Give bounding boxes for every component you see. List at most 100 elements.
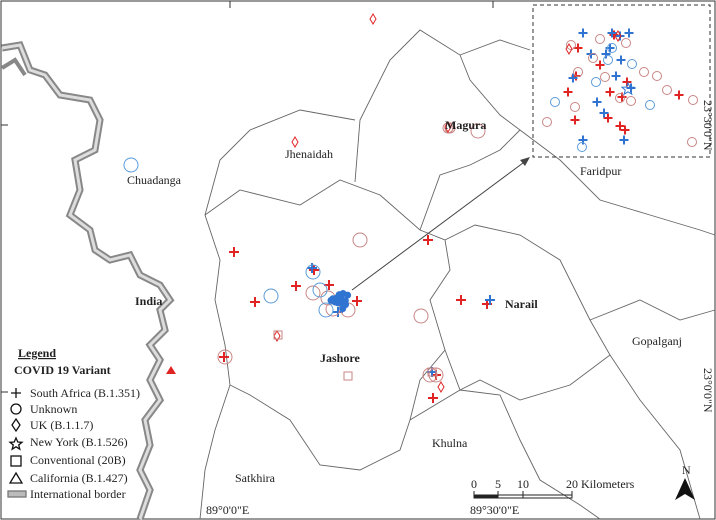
marker <box>627 59 637 69</box>
marker <box>578 28 588 38</box>
marker <box>305 264 321 280</box>
marker <box>570 102 580 112</box>
marker <box>456 295 466 305</box>
scale-label: 5 <box>495 477 501 491</box>
marker <box>639 67 649 77</box>
marker <box>123 157 139 173</box>
marker <box>615 121 625 131</box>
marker <box>250 297 260 307</box>
marker <box>652 71 662 81</box>
legend-item: International border <box>30 487 126 501</box>
marker <box>305 285 321 301</box>
scale-label: 0 <box>471 477 477 491</box>
marker <box>611 71 621 81</box>
marker <box>166 366 176 374</box>
scale-bar <box>473 491 573 499</box>
marker <box>318 302 334 318</box>
marker <box>616 55 626 65</box>
marker <box>568 73 578 83</box>
legend-item: South Africa (B.1.351) <box>30 386 140 400</box>
scale-label: 10 <box>517 477 529 491</box>
place-label: Khulna <box>432 436 468 450</box>
legend-item: Conventional (20B) <box>30 453 126 467</box>
marker <box>229 247 239 257</box>
marker <box>603 113 613 123</box>
marker <box>607 28 617 38</box>
international-border <box>0 57 27 77</box>
marker <box>592 97 602 107</box>
marker <box>674 90 684 100</box>
arrow <box>351 159 528 291</box>
marker <box>688 95 698 105</box>
marker <box>619 135 629 145</box>
marker <box>273 330 281 342</box>
lon-label: 89°0'0"E <box>206 503 249 517</box>
marker <box>219 352 229 362</box>
marker <box>444 121 452 133</box>
marker <box>352 296 362 306</box>
marker <box>341 297 349 305</box>
place-label: Magura <box>445 118 486 132</box>
place-label: Faridpur <box>580 164 621 178</box>
legend-item: New York (B.1.526) <box>30 435 128 449</box>
north-arrow <box>675 478 695 500</box>
marker <box>600 72 610 82</box>
arrowhead <box>520 157 530 166</box>
marker <box>428 393 438 403</box>
marker <box>626 96 636 106</box>
marker <box>470 123 486 139</box>
marker <box>413 308 429 324</box>
marker <box>595 34 605 44</box>
marker <box>601 49 611 59</box>
marker <box>624 28 634 38</box>
marker <box>605 87 615 97</box>
legend-item: California (B.1.427) <box>30 471 128 485</box>
marker <box>620 125 630 135</box>
marker <box>273 330 283 340</box>
marker <box>607 43 617 53</box>
marker <box>217 349 233 365</box>
legend-subtitle: COVID 19 Variant <box>14 363 111 377</box>
marker <box>687 137 697 147</box>
markers <box>123 13 698 403</box>
district-boundaries <box>199 29 716 520</box>
scale-label: 20 Kilometers <box>566 477 635 491</box>
marker <box>565 43 573 55</box>
marker <box>291 281 301 291</box>
marker <box>645 100 655 110</box>
marker <box>427 367 437 377</box>
marker <box>550 97 560 107</box>
marker <box>621 38 631 48</box>
place-label: Narail <box>505 297 538 311</box>
lat-label: 23°0'0"N <box>701 368 715 413</box>
marker <box>291 136 299 148</box>
marker <box>614 30 622 42</box>
marker <box>615 31 625 41</box>
marker <box>444 122 456 134</box>
place-label: India <box>135 294 162 308</box>
legend-symbols <box>7 388 27 498</box>
international-border-inner <box>1 43 172 520</box>
north-label: N <box>682 463 691 477</box>
legend-item: Unknown <box>30 402 77 416</box>
marker <box>437 381 445 393</box>
marker <box>334 293 342 301</box>
marker <box>595 60 605 70</box>
marker <box>309 265 319 275</box>
marker <box>263 288 279 304</box>
marker <box>485 295 495 305</box>
place-label: Gopalganj <box>632 334 682 348</box>
marker <box>570 115 580 125</box>
marker <box>352 232 368 248</box>
marker <box>573 67 583 77</box>
marker <box>662 85 672 95</box>
marker <box>615 93 625 103</box>
place-label: Chuadanga <box>127 173 182 187</box>
legend-title: Legend <box>18 346 56 360</box>
marker <box>563 87 573 97</box>
lon-label: 89°30'0"E <box>470 503 519 517</box>
marker <box>343 371 353 381</box>
marker <box>312 282 328 298</box>
marker <box>324 280 334 290</box>
